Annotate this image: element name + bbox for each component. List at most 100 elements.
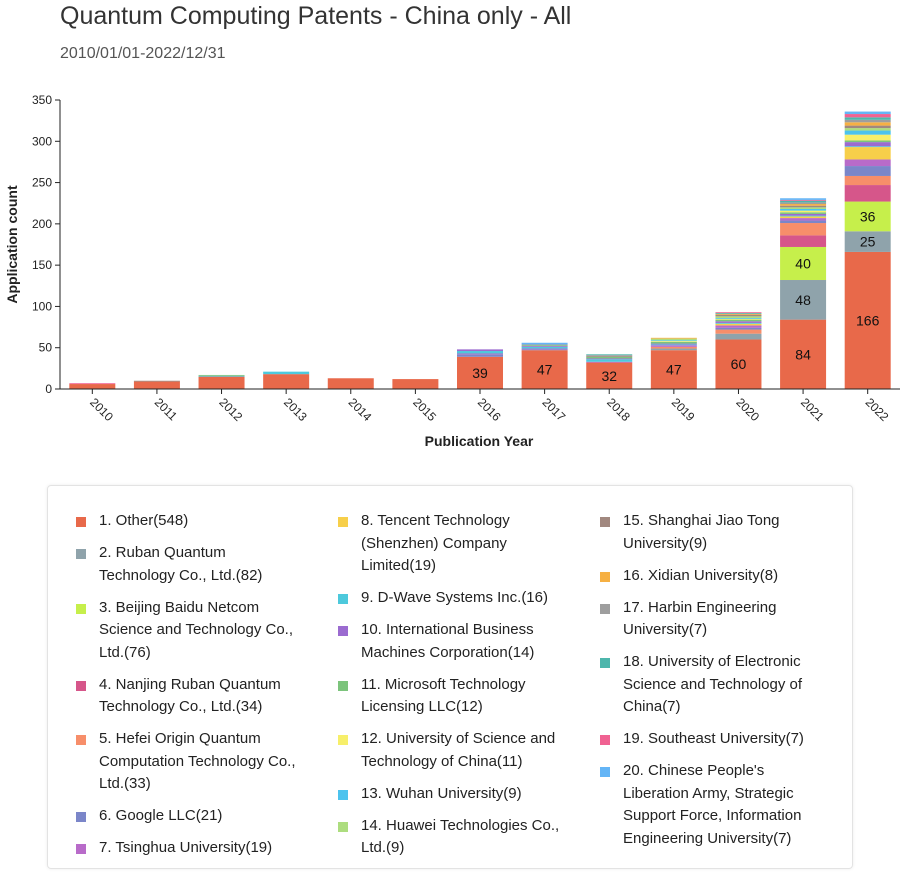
legend-label: 16. Xidian University(8) xyxy=(623,566,779,584)
legend-swatch xyxy=(600,658,610,668)
bar-segment xyxy=(715,318,762,320)
bar-segment xyxy=(263,374,310,389)
bar-segment xyxy=(844,134,891,141)
bar-segment xyxy=(780,216,827,219)
y-tick-label: 50 xyxy=(39,341,53,355)
legend-item[interactable]: 20. Chinese People's Liberation Army, St… xyxy=(600,760,825,850)
bar-segment xyxy=(780,202,827,205)
data-label: 60 xyxy=(731,356,747,372)
legend-label: 17. Harbin Engineering University(7) xyxy=(623,598,777,639)
legend-label: 15. Shanghai Jiao Tong University(9) xyxy=(623,512,780,552)
legend-swatch xyxy=(76,844,86,854)
bar-segment xyxy=(715,319,762,322)
x-tick-label: 2016 xyxy=(475,395,504,424)
bar-segment xyxy=(650,341,697,342)
x-tick-label: 2018 xyxy=(604,395,633,424)
bar-segment xyxy=(457,356,503,389)
x-tick-label: 2012 xyxy=(216,395,245,424)
bar-segment xyxy=(844,251,891,389)
legend-swatch xyxy=(76,680,86,691)
bar-segment xyxy=(780,208,827,211)
legend-item[interactable]: 11. Microsoft Technology Licensing LLC(1… xyxy=(338,674,563,719)
legend-column: 15. Shanghai Jiao Tong University(9) 16. … xyxy=(600,510,825,860)
legend-item[interactable]: 8. Tencent Technology (Shenzhen) Company… xyxy=(338,510,563,578)
legend-item[interactable]: 15. Shanghai Jiao Tong University(9) xyxy=(600,510,825,555)
legend-swatch xyxy=(338,789,348,800)
x-tick-label: 2014 xyxy=(346,395,375,424)
data-label: 25 xyxy=(860,234,876,250)
legend-item[interactable]: 9. D-Wave Systems Inc.(16) xyxy=(338,587,563,610)
bar-segment xyxy=(780,200,827,203)
legend-swatch xyxy=(600,571,610,582)
bar-segment xyxy=(521,348,568,350)
bar-segment xyxy=(844,125,891,129)
data-label: 32 xyxy=(601,368,617,384)
legend-item[interactable]: 17. Harbin Engineering University(7) xyxy=(600,597,825,642)
bar-segment xyxy=(457,354,503,357)
y-tick-label: 300 xyxy=(32,134,52,148)
legend-column: 1. Other(548) 2. Ruban Quantum Technology… xyxy=(76,510,301,869)
data-label: 47 xyxy=(666,362,682,378)
legend-item[interactable]: 4. Nanjing Ruban Quantum Technology Co.,… xyxy=(76,674,301,719)
y-tick-label: 350 xyxy=(32,93,52,107)
legend-label: 14. Huawei Technologies Co., Ltd.(9) xyxy=(361,816,560,857)
legend-item[interactable]: 7. Tsinghua University(19) xyxy=(76,837,301,860)
legend-swatch xyxy=(600,517,610,527)
bar-segment xyxy=(650,340,697,342)
bar-segment xyxy=(521,342,568,345)
legend-item[interactable]: 19. Southeast University(7) xyxy=(600,728,825,751)
data-label: 166 xyxy=(856,312,880,328)
legend-item[interactable]: 3. Beijing Baidu Netcom Science and Tech… xyxy=(76,597,301,665)
bar-segment xyxy=(780,207,827,209)
bar-segment xyxy=(844,130,891,135)
bar-segment xyxy=(780,223,827,236)
legend-label: 1. Other(548) xyxy=(99,512,189,529)
x-tick-label: 2010 xyxy=(87,395,116,424)
bar-segment xyxy=(715,314,762,317)
legend-item[interactable]: 18. University of Electronic Science and… xyxy=(600,651,825,719)
bar-segment xyxy=(780,198,827,200)
bar-segment xyxy=(780,218,827,221)
legend-swatch xyxy=(76,812,86,822)
legend-label: 20. Chinese People's Liberation Army, St… xyxy=(623,762,802,847)
legend-item[interactable]: 1. Other(548) xyxy=(76,510,301,533)
x-tick-label: 2011 xyxy=(152,395,180,423)
legend-item[interactable]: 6. Google LLC(21) xyxy=(76,805,301,828)
bar-segment xyxy=(780,205,827,208)
legend-item[interactable]: 14. Huawei Technologies Co., Ltd.(9) xyxy=(338,815,563,860)
legend-label: 6. Google LLC(21) xyxy=(99,807,223,824)
legend-item[interactable]: 5. Hefei Origin Quantum Computation Tech… xyxy=(76,728,301,796)
bar-segment xyxy=(715,333,762,340)
bar-segment xyxy=(198,376,245,389)
data-label: 39 xyxy=(472,365,488,381)
bar-segment xyxy=(521,349,568,351)
bar-segment xyxy=(844,114,891,118)
legend-item[interactable]: 10. International Business Machines Corp… xyxy=(338,619,563,664)
bar-segment xyxy=(780,210,827,213)
legend-swatch xyxy=(600,603,610,614)
bar-segment xyxy=(844,159,891,167)
bar-segment xyxy=(327,378,374,389)
chart-subtitle: 2010/01/01-2022/12/31 xyxy=(60,45,226,62)
bar-segment xyxy=(457,353,503,355)
bar-segment xyxy=(844,119,891,123)
bar-segment xyxy=(457,351,503,354)
bar-segment xyxy=(650,338,697,341)
legend-item[interactable]: 16. Xidian University(8) xyxy=(600,565,825,588)
legend-item[interactable]: 12. University of Science and Technology… xyxy=(338,728,563,773)
legend-item[interactable]: 2. Ruban Quantum Technology Co., Ltd.(82… xyxy=(76,542,301,587)
chart-title: Quantum Computing Patents - China only -… xyxy=(60,2,572,30)
legend-swatch xyxy=(76,517,86,527)
legend-swatch xyxy=(338,626,348,636)
bar-segment xyxy=(586,354,633,356)
bar-segment xyxy=(715,323,762,326)
legend-swatch xyxy=(338,594,348,604)
bar-segment xyxy=(780,235,827,247)
bar-segment xyxy=(521,346,568,347)
bar-segment xyxy=(650,343,697,345)
legend-label: 7. Tsinghua University(19) xyxy=(99,839,273,856)
bar-segment xyxy=(586,355,633,357)
bar-segment xyxy=(844,147,891,160)
bar-segment xyxy=(715,313,762,315)
legend-item[interactable]: 13. Wuhan University(9) xyxy=(338,783,563,806)
